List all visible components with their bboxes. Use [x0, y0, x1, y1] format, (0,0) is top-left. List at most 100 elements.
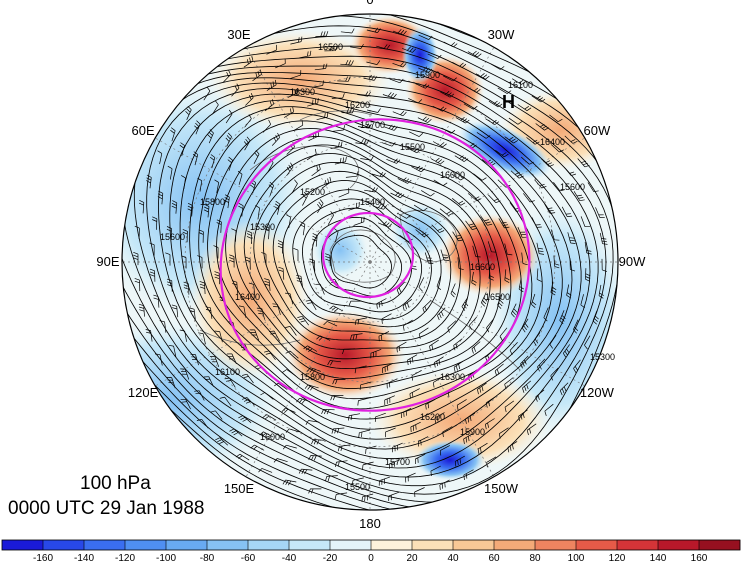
colorbar-label: 100 — [568, 553, 585, 561]
wind-barb — [189, 307, 196, 321]
wind-barb — [138, 199, 145, 214]
wind-barb — [535, 389, 545, 402]
wind-barb — [357, 397, 370, 406]
height-contour — [179, 99, 553, 430]
wind-barb — [432, 376, 443, 388]
contour-label: 15600 — [560, 182, 585, 192]
wind-barb — [498, 218, 510, 229]
wind-barb — [348, 202, 360, 211]
wind-barb — [573, 359, 581, 373]
wind-barb — [325, 253, 331, 267]
wind-barb — [153, 294, 160, 308]
wind-barb — [345, 171, 359, 178]
wind-barb — [484, 418, 495, 430]
wind-barb — [275, 58, 286, 69]
wind-barb — [308, 131, 319, 142]
colorbar-swatch — [617, 540, 659, 550]
wind-barb — [517, 104, 532, 111]
wind-barb — [488, 267, 494, 281]
wind-barb — [266, 79, 277, 91]
wind-barb — [315, 31, 329, 37]
wind-barb — [507, 441, 518, 453]
wind-barb — [442, 426, 453, 437]
wind-barb — [215, 437, 229, 446]
wind-barb — [311, 80, 325, 88]
wind-barb — [415, 229, 429, 238]
wind-barb — [238, 415, 252, 424]
wind-barb — [580, 294, 586, 309]
wind-barb — [180, 398, 191, 410]
wind-barb — [203, 203, 210, 218]
wind-barb — [305, 420, 320, 425]
wind-barb — [427, 53, 442, 59]
wind-barb — [334, 492, 348, 500]
wind-barb — [533, 332, 541, 346]
longitude-label: 30W — [488, 27, 515, 42]
longitude-label: 90E — [96, 254, 119, 269]
wind-barb — [567, 232, 576, 244]
wind-barb — [447, 320, 457, 333]
wind-barb — [347, 413, 361, 421]
wind-barb — [149, 268, 156, 282]
wind-barb — [451, 173, 465, 181]
wind-barb — [392, 62, 407, 68]
wind-barb — [170, 127, 176, 142]
wind-barb — [365, 445, 377, 454]
wind-barb — [242, 373, 254, 384]
contour-label: 15500 — [400, 142, 425, 152]
colorbar-label: 0 — [368, 553, 374, 561]
wind-barb — [264, 350, 276, 361]
wind-barb — [508, 117, 523, 125]
wind-barb — [361, 493, 374, 502]
wind-barb — [354, 317, 367, 325]
longitude-label: 0 — [366, 0, 373, 7]
wind-barb — [357, 123, 372, 129]
colorbar-swatch — [84, 540, 126, 550]
wind-barb — [409, 131, 424, 137]
contour-label: 15500 — [345, 482, 370, 492]
wind-barb — [196, 418, 209, 429]
wind-barb — [231, 83, 240, 97]
wind-barb — [235, 453, 250, 461]
wind-barb — [350, 333, 363, 340]
wind-barb — [293, 247, 299, 262]
longitude-label: 30E — [227, 27, 250, 42]
wind-barb — [197, 255, 203, 269]
wind-barb — [214, 271, 220, 285]
wind-barb — [282, 369, 296, 377]
wind-barb — [584, 335, 591, 350]
wind-barb — [432, 141, 447, 148]
wind-barb — [405, 472, 416, 483]
colorbar-swatch — [2, 540, 44, 550]
wind-barb — [157, 150, 163, 165]
wind-barb — [179, 329, 187, 342]
wind-barb — [563, 166, 577, 176]
wind-barb — [411, 370, 422, 381]
wind-barb — [329, 305, 344, 312]
wind-barb — [569, 258, 576, 272]
wind-barb — [385, 427, 396, 438]
wind-barb — [293, 120, 304, 132]
wind-barb — [497, 294, 504, 309]
height-contour — [311, 216, 413, 305]
wind-barb — [182, 229, 188, 243]
wind-barb — [372, 203, 387, 210]
colorbar-swatch — [43, 540, 85, 550]
wind-barb — [149, 242, 155, 256]
wind-barb — [307, 98, 319, 107]
wind-barb — [465, 412, 476, 424]
wind-barb — [331, 93, 345, 99]
contour-label: 16300 — [440, 372, 465, 382]
height-contour — [122, 71, 599, 478]
wind-barb — [231, 280, 238, 294]
wind-barb — [290, 36, 303, 45]
height-contour — [133, 77, 591, 469]
wind-barb — [383, 124, 398, 131]
meridian-line — [369, 261, 585, 387]
wind-barb — [526, 137, 540, 145]
contour-label-group: 16500 16300 16200 15900 15700 15500 16000 16100… — [160, 42, 615, 492]
wind-barb — [192, 151, 199, 166]
wind-barb — [454, 455, 465, 467]
wind-barb — [262, 414, 277, 421]
wind-barb — [229, 428, 243, 437]
